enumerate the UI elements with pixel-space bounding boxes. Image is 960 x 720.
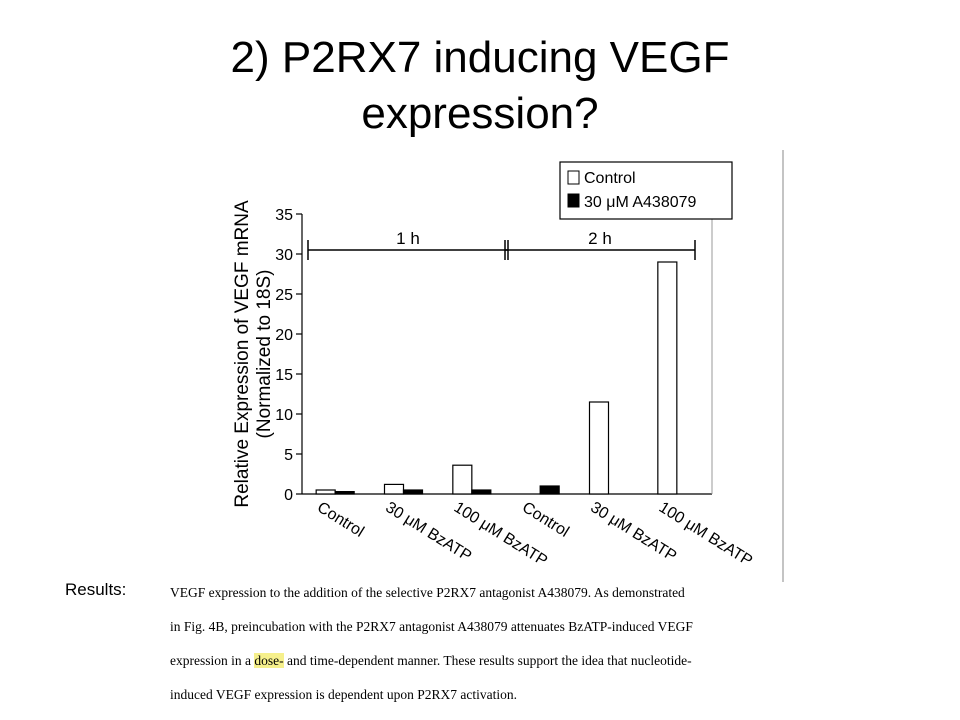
bars — [315, 261, 678, 495]
results-line-3: expression in a dose- and time-dependent… — [170, 644, 810, 678]
legend-swatch-control — [567, 170, 580, 185]
y-tick-label: 5 — [284, 447, 293, 464]
legend: Control 30 μM A438079 — [559, 161, 733, 220]
y-ticks: 0 5 10 15 20 25 30 35 — [275, 207, 302, 504]
title-line-1: 2) P2RX7 inducing VEGF — [230, 33, 730, 82]
bar-antagonist — [402, 489, 424, 495]
y-axis-label-sub: (Normalized to 18S) — [254, 270, 275, 439]
plot-area — [301, 214, 713, 495]
bar-control — [452, 464, 473, 495]
time-brackets: 1 h 2 h — [307, 229, 696, 260]
results-line-4: induced VEGF expression is dependent upo… — [170, 687, 517, 702]
bar-control — [383, 483, 405, 495]
bar-control — [588, 401, 610, 495]
results-paragraph: VEGF expression to the addition of the s… — [170, 576, 810, 712]
slide-title: 2) P2RX7 inducing VEGF expression? — [0, 30, 960, 142]
results-line-1: VEGF expression to the addition of the s… — [170, 585, 685, 600]
bar-antagonist — [334, 491, 355, 495]
x-tick-label: Control — [519, 499, 572, 541]
results-line-3-start: expression in a — [170, 653, 255, 668]
y-tick-label: 0 — [284, 487, 293, 504]
x-tick-label: Control — [314, 499, 367, 541]
bar-control — [657, 261, 678, 495]
highlighted-text: dose- — [254, 653, 284, 668]
legend-label-control: Control — [584, 170, 636, 187]
results-line-3-end: and time-dependent manner. These results… — [283, 653, 692, 668]
legend-swatch-antagonist — [567, 193, 580, 208]
y-tick-label: 20 — [275, 327, 293, 344]
bar-control — [315, 489, 336, 495]
y-tick-label: 10 — [275, 407, 293, 424]
legend-box — [559, 161, 733, 220]
legend-label-antagonist: 30 μM A438079 — [584, 194, 697, 211]
y-tick-label: 25 — [275, 287, 293, 304]
title-line-2: expression? — [361, 89, 599, 138]
results-line-2: in Fig. 4B, preincubation with the P2RX7… — [170, 619, 693, 634]
bar-antagonist — [471, 489, 492, 495]
y-tick-label: 35 — [275, 207, 293, 224]
y-tick-label: 15 — [275, 367, 293, 384]
bracket-label: 2 h — [588, 229, 612, 248]
y-axis-label: Relative Expression of VEGF mRNA — [232, 200, 253, 508]
bar-antagonist — [539, 485, 560, 495]
bracket-label: 1 h — [396, 229, 420, 248]
y-tick-label: 30 — [275, 247, 293, 264]
results-label: Results: — [65, 580, 127, 599]
